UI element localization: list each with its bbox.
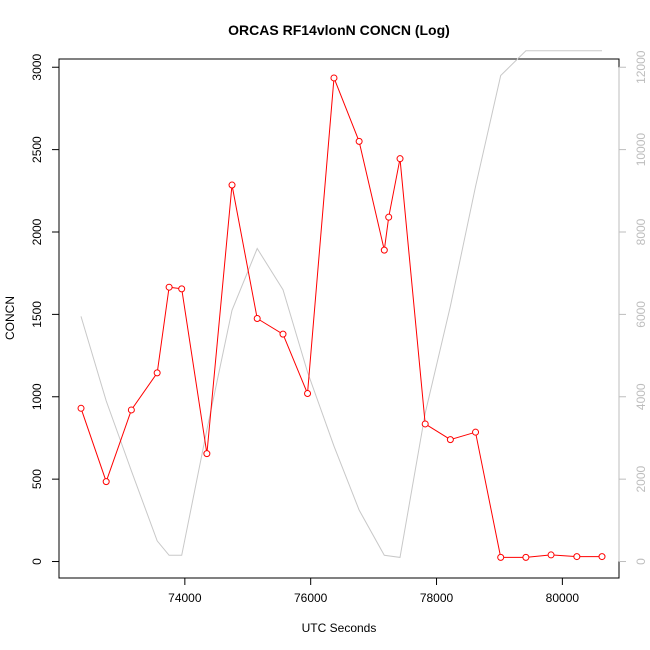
data-point: [396, 155, 404, 163]
data-point: [598, 553, 606, 561]
y2-tick-label: 0: [634, 558, 648, 565]
red-series-line: [80, 77, 602, 558]
data-point: [153, 369, 161, 377]
y-tick-label: 2000: [30, 218, 44, 245]
y-tick-label: 0: [30, 558, 44, 565]
data-point: [228, 181, 236, 189]
data-point: [380, 246, 388, 254]
plot-frame: [58, 58, 620, 579]
data-point: [355, 137, 363, 145]
data-point: [178, 285, 186, 293]
data-point: [573, 553, 581, 561]
y2-axis: 0 2000 4000 6000 8000 10000 12000: [618, 50, 648, 565]
x-axis: 74000 76000 78000 80000: [168, 577, 580, 605]
data-point: [385, 213, 393, 221]
grey-series-line: [80, 50, 602, 558]
y2-tick-label: 6000: [634, 301, 648, 328]
data-point: [446, 436, 454, 444]
y2-tick-label: 4000: [634, 383, 648, 410]
data-point: [472, 428, 480, 436]
data-point: [253, 315, 261, 322]
data-point: [497, 553, 505, 561]
data-point: [165, 283, 173, 291]
data-point: [102, 478, 110, 486]
data-point: [77, 404, 85, 412]
data-point: [330, 74, 338, 82]
data-point: [522, 553, 530, 561]
chart-title: ORCAS RF14vlonN CONCN (Log): [228, 22, 450, 38]
y2-tick-label: 8000: [634, 218, 648, 245]
x-tick-label: 76000: [294, 591, 328, 605]
y-tick-label: 1500: [30, 301, 44, 328]
y-tick-label: 1000: [30, 383, 44, 410]
y-tick-label: 3000: [30, 54, 44, 81]
data-point: [547, 551, 555, 559]
y-tick-label: 500: [30, 469, 44, 489]
y2-tick-label: 12000: [634, 50, 648, 84]
data-point: [421, 420, 429, 428]
y2-tick-label: 10000: [634, 133, 648, 167]
y-axis-label: CONCN: [3, 296, 17, 340]
x-tick-label: 80000: [546, 591, 580, 605]
x-axis-label: UTC Seconds: [302, 621, 377, 635]
data-point: [203, 450, 211, 458]
y-tick-label: 2500: [30, 136, 44, 163]
data-point: [279, 330, 287, 338]
x-tick-label: 78000: [420, 591, 454, 605]
y2-tick-label: 2000: [634, 465, 648, 492]
data-point: [304, 389, 312, 397]
y-axis: 0 500 1000 1500 2000 2500 3000: [30, 54, 60, 565]
data-point: [127, 406, 135, 414]
x-tick-label: 74000: [168, 591, 202, 605]
series-layer: [77, 50, 606, 561]
